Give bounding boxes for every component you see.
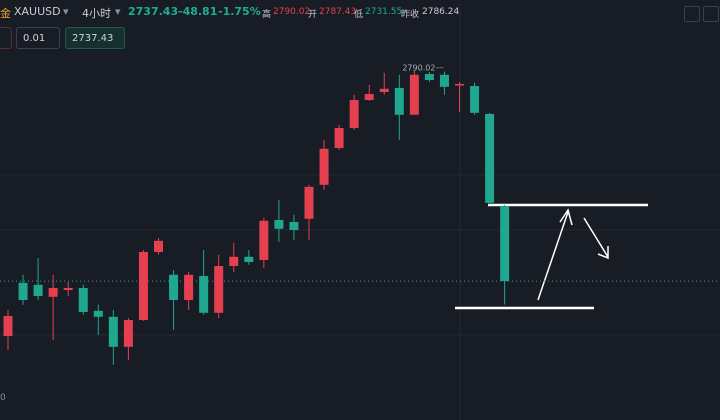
- open-label: 开: [308, 10, 318, 20]
- candle-body: [455, 84, 464, 86]
- change-pct: -1.75%: [218, 5, 261, 18]
- candle-body: [18, 282, 28, 300]
- lot-input[interactable]: 0.01: [16, 27, 60, 49]
- interval[interactable]: 4小时: [82, 7, 111, 20]
- candle-body: [138, 252, 148, 320]
- candle-body: [259, 220, 269, 260]
- candle-body: [424, 74, 434, 80]
- candle-body: [48, 288, 58, 297]
- candle-body: [33, 284, 43, 296]
- prev-close-value: 2786.24: [422, 7, 460, 17]
- open-value: 2787.43: [319, 7, 357, 17]
- sell-button[interactable]: [0, 27, 12, 49]
- candle-body: [93, 310, 103, 317]
- candle-body: [319, 148, 329, 185]
- candle-body: [364, 94, 374, 100]
- candle-body: [485, 114, 495, 203]
- candle-body: [63, 288, 73, 290]
- candle-body: [274, 220, 284, 229]
- candle-body: [108, 316, 118, 347]
- high-label: 2790.02: [402, 64, 435, 73]
- candle-body: [78, 288, 88, 312]
- buy-button[interactable]: 2737.43: [65, 27, 125, 49]
- high-value: 2790.02: [273, 7, 311, 17]
- candle-body: [229, 256, 239, 266]
- high-label: 高: [262, 10, 272, 20]
- candle-body: [123, 320, 133, 347]
- candle-body: [154, 240, 163, 252]
- candle-body: [199, 276, 209, 313]
- candle-body: [439, 74, 449, 87]
- tool-button[interactable]: [684, 6, 700, 22]
- candle-body: [394, 88, 404, 115]
- symbol[interactable]: XAUUSD: [14, 5, 61, 18]
- candle-body: [334, 128, 344, 148]
- candle-body: [409, 74, 419, 115]
- candle-body: [349, 100, 359, 128]
- drawn-arrow: [537, 208, 573, 301]
- candle-body: [244, 256, 254, 262]
- candle-body: [3, 316, 13, 336]
- drawn-arrow: [583, 217, 609, 260]
- candle-body: [304, 186, 314, 219]
- dropdown[interactable]: ▾: [115, 5, 121, 18]
- candle-body: [214, 266, 224, 313]
- change: -48.81: [178, 5, 218, 18]
- price: 2737.43: [128, 5, 179, 18]
- prev-close-label: 昨收: [401, 10, 420, 20]
- candle-body: [289, 222, 299, 230]
- candle-body: [379, 88, 389, 92]
- candle-body: [470, 86, 480, 113]
- candle-body: [169, 274, 179, 300]
- dropdown[interactable]: ▾: [63, 5, 69, 18]
- candle-body: [184, 274, 194, 300]
- axis-label: 0: [0, 393, 6, 403]
- tool-button[interactable]: [703, 6, 719, 22]
- low-label: 低: [354, 10, 364, 20]
- low-value: 2731.55: [365, 7, 403, 17]
- symbol-prefix: 金: [0, 7, 11, 20]
- candle-body: [500, 206, 510, 282]
